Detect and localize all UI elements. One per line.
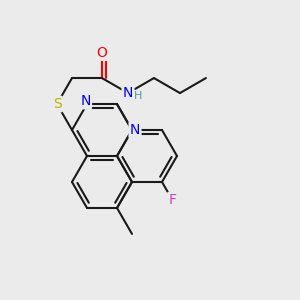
Text: F: F — [169, 193, 176, 207]
Text: N: N — [130, 123, 140, 137]
Text: H: H — [134, 91, 143, 101]
Text: N: N — [80, 94, 91, 108]
Text: S: S — [52, 97, 62, 111]
Text: O: O — [97, 46, 107, 60]
Text: N: N — [123, 86, 133, 100]
